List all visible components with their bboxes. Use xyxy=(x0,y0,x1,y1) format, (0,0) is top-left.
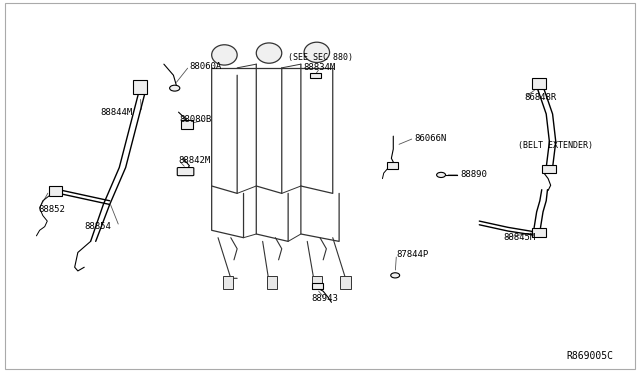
Bar xyxy=(340,276,351,289)
Circle shape xyxy=(436,172,445,177)
FancyBboxPatch shape xyxy=(177,167,194,176)
Bar xyxy=(133,80,147,94)
Bar xyxy=(312,276,322,289)
Text: 86066N: 86066N xyxy=(414,134,447,142)
Text: 88943: 88943 xyxy=(312,294,339,303)
Bar xyxy=(267,276,277,289)
Text: (SEE SEC 880): (SEE SEC 880) xyxy=(287,53,353,62)
Bar xyxy=(387,161,398,169)
Text: 88845M: 88845M xyxy=(504,233,536,242)
Bar xyxy=(532,228,546,237)
Text: 86848R: 86848R xyxy=(524,93,556,102)
Text: 88842M: 88842M xyxy=(179,155,211,165)
Bar xyxy=(541,165,556,173)
Text: 88852: 88852 xyxy=(38,205,65,215)
Bar xyxy=(310,73,321,78)
Bar xyxy=(49,186,62,196)
Ellipse shape xyxy=(212,45,237,65)
Circle shape xyxy=(391,273,399,278)
Text: 88834M: 88834M xyxy=(304,63,336,72)
Bar xyxy=(312,283,323,289)
Ellipse shape xyxy=(256,43,282,63)
Circle shape xyxy=(170,85,180,91)
Text: (BELT EXTENDER): (BELT EXTENDER) xyxy=(518,141,593,150)
Text: 88854: 88854 xyxy=(84,222,111,231)
Bar xyxy=(181,119,193,129)
Text: R869005C: R869005C xyxy=(566,351,613,361)
Text: 88060A: 88060A xyxy=(189,61,221,71)
Bar xyxy=(532,78,545,89)
Ellipse shape xyxy=(304,42,330,62)
Text: 88844M: 88844M xyxy=(100,108,132,117)
Text: 88890: 88890 xyxy=(460,170,487,179)
Text: 88080B: 88080B xyxy=(180,115,212,124)
Bar xyxy=(223,276,233,289)
Text: 87844P: 87844P xyxy=(396,250,429,259)
